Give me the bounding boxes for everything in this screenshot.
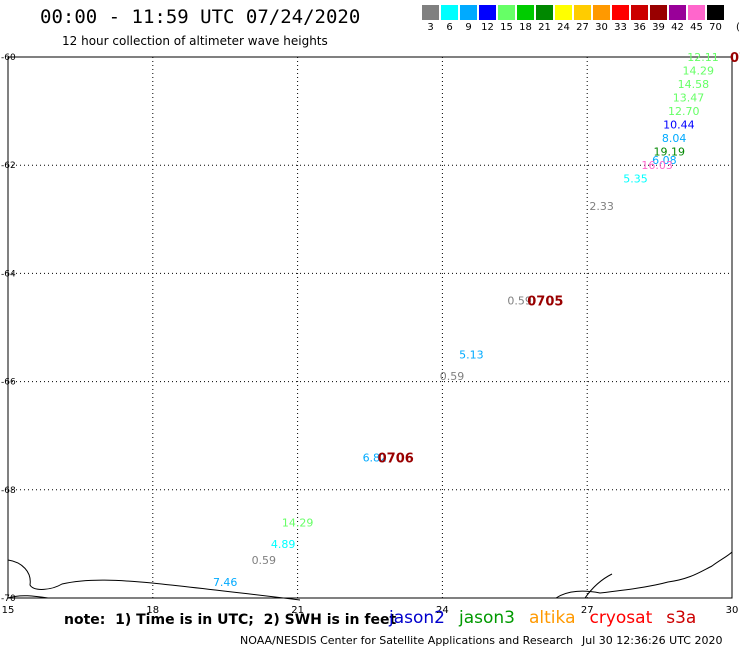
y-tick-label: -62	[1, 161, 16, 171]
pass-time-label: 0706	[378, 451, 414, 466]
legend-swatch	[574, 5, 591, 20]
wave-height-point: 0.59	[440, 370, 465, 383]
legend-swatch-label: 39	[652, 22, 665, 33]
wave-height-point: 6.08	[652, 154, 677, 167]
legend-swatch-label: 36	[633, 22, 646, 33]
legend-swatch-label: 30	[595, 22, 608, 33]
legend-swatch-label: 24	[557, 22, 570, 33]
x-tick-label: 15	[2, 605, 15, 616]
mission-s3a: s3a	[666, 608, 697, 628]
wave-height-point: 10.44	[663, 119, 695, 132]
x-tick-label: 21	[291, 605, 304, 616]
coastline-southwest	[7, 595, 49, 599]
y-tick-label: -64	[1, 269, 16, 279]
legend-swatch-label: 9	[465, 22, 472, 33]
x-tick-label: 30	[726, 605, 739, 616]
y-tick-label: -68	[1, 486, 16, 496]
legend-swatch-label: 6	[446, 22, 453, 33]
legend-swatch-label: 70	[709, 22, 722, 33]
pass-time-label: 0704	[730, 51, 740, 66]
y-tick-label: -66	[1, 378, 16, 388]
legend-swatch-label: 33	[614, 22, 627, 33]
mission-jason2: jason2	[389, 608, 445, 628]
wave-height-point: 8.04	[662, 132, 687, 145]
legend-swatch	[688, 5, 705, 20]
coastline-east	[555, 551, 733, 599]
legend-swatch-label: 3	[427, 22, 434, 33]
legend-swatch	[536, 5, 553, 20]
legend-swatch	[460, 5, 477, 20]
wave-height-point: 12.70	[668, 105, 700, 118]
legend-swatch	[612, 5, 629, 20]
wave-height-point: 12.11	[687, 51, 719, 64]
footer-note: note: 1) Time is in UTC; 2) SWH is in fe…	[64, 612, 397, 628]
wave-height-point: 14.29	[682, 65, 714, 78]
page-title: 00:00 - 11:59 UTC 07/24/2020	[40, 6, 361, 28]
pass-time-label: 0705	[527, 294, 563, 309]
wave-height-point: 6.82	[363, 451, 388, 464]
y-tick-label: -70	[1, 594, 16, 604]
wave-height-point: 5.35	[623, 173, 648, 186]
legend-swatch-label: 12	[481, 22, 494, 33]
legend-swatch-label: 18	[519, 22, 532, 33]
legend-swatch-label: 42	[671, 22, 684, 33]
wave-height-point: 4.89	[271, 538, 296, 551]
credit-text: NOAA/NESDIS Center for Satellite Applica…	[240, 634, 574, 647]
wave-height-point: 0.59	[507, 294, 532, 307]
x-tick-label: 27	[581, 605, 594, 616]
wave-height-point: 0.59	[252, 554, 277, 567]
page-subtitle: 12 hour collection of altimeter wave hei…	[62, 34, 328, 48]
legend-swatch	[441, 5, 458, 20]
legend-swatch-label: 21	[538, 22, 551, 33]
x-tick-label: 24	[436, 605, 449, 616]
legend-swatch	[422, 5, 439, 20]
plot-frame	[7, 56, 733, 599]
wave-height-point: 5.13	[459, 349, 484, 362]
legend-swatch	[593, 5, 610, 20]
legend-swatch	[707, 5, 724, 20]
x-tick-label: 18	[146, 605, 159, 616]
mission-cryosat: cryosat	[589, 608, 653, 628]
legend-swatch	[517, 5, 534, 20]
legend-swatch-label: 45	[690, 22, 703, 33]
wave-height-point: 19.19	[654, 146, 686, 159]
mission-legend: jason2 jason3 altika cryosat s3a	[389, 608, 710, 628]
timestamp-text: Jul 30 12:36:26 UTC 2020	[582, 634, 723, 647]
legend-swatch	[650, 5, 667, 20]
wave-height-point: 14.58	[678, 78, 710, 91]
y-tick-label: -60	[1, 53, 16, 63]
mission-altika: altika	[529, 608, 576, 628]
legend-swatch	[498, 5, 515, 20]
wave-height-point: 14.29	[282, 516, 314, 529]
legend-swatch-label: 15	[500, 22, 513, 33]
legend-swatch	[555, 5, 572, 20]
legend-swatch	[479, 5, 496, 20]
wave-height-point: 2.33	[589, 200, 614, 213]
legend-swatch	[631, 5, 648, 20]
wave-height-point: 13.47	[673, 92, 705, 105]
mission-jason3: jason3	[459, 608, 515, 628]
coastline-inlet	[584, 573, 613, 599]
wave-height-point: 16.03	[641, 159, 673, 172]
wave-height-point: 7.46	[213, 576, 238, 589]
legend-swatch	[669, 5, 686, 20]
coastline-west	[7, 559, 301, 601]
legend-unit: (ft)	[736, 22, 740, 33]
legend-swatch-label: 27	[576, 22, 589, 33]
